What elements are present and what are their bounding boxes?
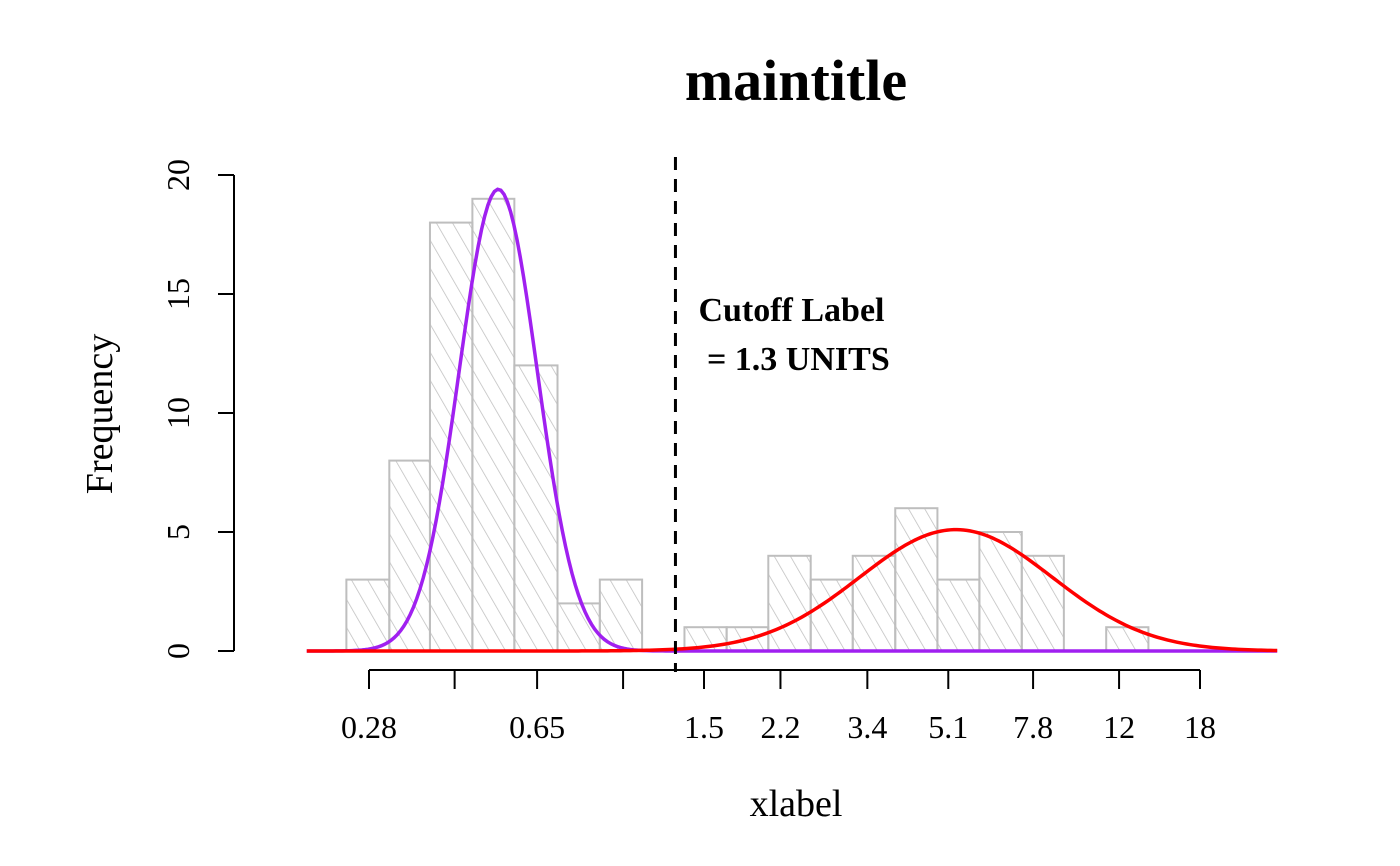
x-tick-label-5: 2.2 (760, 709, 800, 745)
x-tick-label-2: 0.65 (509, 709, 565, 745)
density-curve-1 (306, 527, 1278, 653)
y-tick-label-0: 0 (160, 643, 196, 659)
chart-title: maintitle (685, 48, 907, 113)
x-tick-label-9: 12 (1103, 709, 1135, 745)
histogram-bar-11 (851, 554, 897, 652)
cutoff-label-line-1: = 1.3 UNITS (698, 341, 889, 378)
x-tick-label-10: 18 (1184, 709, 1216, 745)
histogram-bar-12 (894, 507, 939, 653)
histogram-bar-13 (936, 578, 981, 652)
x-tick-label-6: 3.4 (847, 709, 887, 745)
histogram-bar-0 (345, 578, 391, 652)
histogram-bar-9 (767, 554, 812, 652)
histogram-bar-10 (809, 578, 854, 652)
y-tick-label-15: 15 (160, 278, 196, 310)
y-tick-label-20: 20 (160, 159, 196, 191)
cutoff-group: Cutoff Label = 1.3 UNITS (673, 157, 890, 672)
x-tick-label-0: 0.28 (341, 709, 397, 745)
cutoff-label-line-0: Cutoff Label (698, 292, 884, 329)
histogram-bar-1 (388, 459, 431, 652)
y-axis-ticks: 0 5 10 15 20 (160, 159, 234, 659)
histogram-bar-4 (513, 364, 559, 652)
y-tick-label-10: 10 (160, 397, 196, 429)
density-curve-0 (306, 187, 1278, 653)
x-axis-ticks: 0.28 0.65 1.5 2.2 3.4 5.1 7.8 12 18 (341, 670, 1216, 745)
y-tick-label-5: 5 (160, 524, 196, 540)
y-axis-title: Frequency (79, 334, 121, 494)
histogram-bar-3 (471, 197, 516, 653)
x-tick-label-7: 5.1 (928, 709, 968, 745)
x-tick-label-4: 1.5 (684, 709, 724, 745)
histogram-bars (345, 197, 1150, 653)
x-axis-title: xlabel (750, 783, 843, 825)
x-tick-label-8: 7.8 (1013, 709, 1053, 745)
density-curves (306, 187, 1278, 653)
